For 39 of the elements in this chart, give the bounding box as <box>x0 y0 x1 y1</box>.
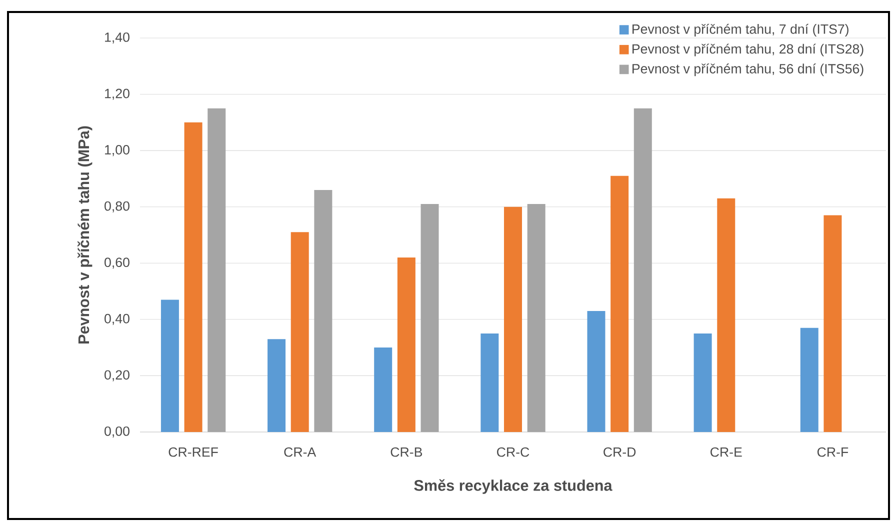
y-tick-label: 0,20 <box>104 370 130 382</box>
x-axis-title: Směs recyklace za studena <box>414 479 612 494</box>
bar <box>480 333 499 432</box>
bar <box>184 122 202 432</box>
bar <box>268 339 286 432</box>
bar <box>397 258 416 432</box>
x-tick-label: CR-D <box>604 447 636 457</box>
bar <box>824 215 842 432</box>
y-tick-label: 0,40 <box>104 314 130 325</box>
x-tick-label: CR-C <box>497 447 530 457</box>
x-tick-label: CR-F <box>817 447 848 457</box>
legend-label: Pevnost v příčném tahu, 28 dní (ITS28) <box>632 44 864 56</box>
bar <box>420 204 439 432</box>
y-tick-label: 1,40 <box>105 32 130 44</box>
bar <box>634 108 652 432</box>
y-tick-label: 1,20 <box>105 88 130 100</box>
bar <box>717 198 736 432</box>
y-axis-title: Pevnost v příčném tahu (MPa) <box>78 126 92 344</box>
bar <box>610 176 629 432</box>
bar <box>290 232 309 432</box>
x-tick-label: CR-B <box>390 447 422 457</box>
bar <box>504 206 522 432</box>
x-tick-label: CR-REF <box>168 447 218 457</box>
y-tick-label: 1,00 <box>105 145 130 156</box>
bar <box>694 333 712 432</box>
bar <box>314 190 332 432</box>
bar <box>208 108 226 432</box>
bar <box>374 348 392 432</box>
bar <box>527 204 546 432</box>
y-tick-label: 0,00 <box>104 426 130 438</box>
bar <box>800 328 818 432</box>
y-tick-label: 0,60 <box>104 258 130 269</box>
bar <box>160 300 179 432</box>
x-tick-label: CR-E <box>710 447 742 457</box>
bar <box>587 310 606 432</box>
legend-label: Pevnost v příčném tahu, 56 dní (ITS56) <box>632 64 864 76</box>
x-tick-label: CR-A <box>284 447 316 457</box>
legend-label: Pevnost v příčném tahu, 7 dní (ITS7) <box>632 24 848 36</box>
y-tick-label: 0,80 <box>104 201 130 212</box>
